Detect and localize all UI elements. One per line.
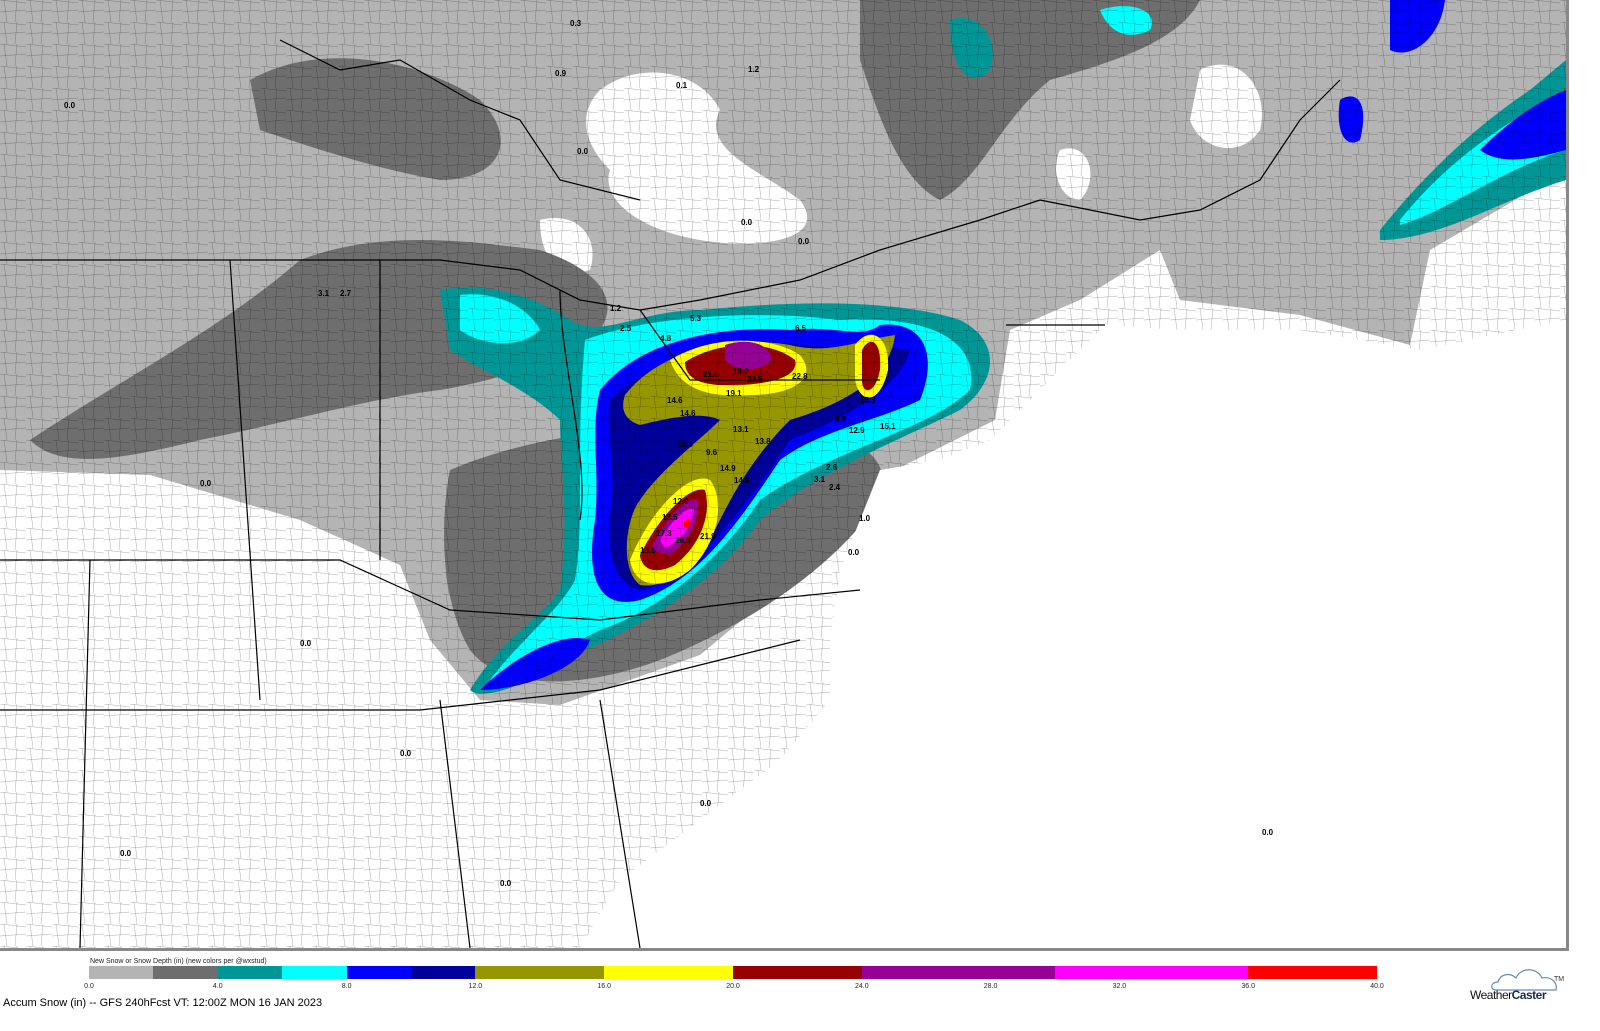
legend: New Snow or Snow Depth (in) (new colors … <box>0 952 1600 1031</box>
point-value: 13.8 <box>755 437 771 446</box>
point-value: 14.8 <box>734 476 750 485</box>
point-value: 13.5 <box>640 546 656 555</box>
legend-tick: 20.0 <box>726 983 740 990</box>
map-caption: Accum Snow (in) -- GFS 240hFcst VT: 12:0… <box>3 997 323 1009</box>
point-value: 9.6 <box>706 448 718 457</box>
point-value: 2.7 <box>340 289 352 298</box>
point-value: 2.5 <box>620 324 632 333</box>
legend-tick: 4.0 <box>212 983 223 990</box>
point-value: 12.9 <box>673 497 689 506</box>
point-value: 0.0 <box>120 849 132 858</box>
point-value: 0.9 <box>555 69 567 78</box>
legend-tick: 36.0 <box>1241 983 1255 990</box>
point-value: 10.5 <box>677 440 693 449</box>
point-value: 0.0 <box>400 749 412 758</box>
point-value: 0.0 <box>1262 828 1274 837</box>
legend-tick: 12.0 <box>468 983 483 990</box>
point-value: 1.2 <box>610 304 622 313</box>
point-value: 22.8 <box>792 372 808 381</box>
legend-tick: 32.0 <box>1112 983 1127 990</box>
legend-bin-10 <box>1055 966 1249 979</box>
point-value: 1.0 <box>859 514 871 523</box>
legend-bin-6 <box>475 966 605 979</box>
point-value: 0.0 <box>200 479 212 488</box>
legend-bin-4 <box>346 966 411 979</box>
point-value: 0.0 <box>741 218 753 227</box>
point-value: 0.3 <box>570 19 582 28</box>
atlantic-ocean <box>580 320 1566 948</box>
point-value: 14.9 <box>720 464 736 473</box>
point-value: 0.0 <box>700 799 712 808</box>
cloud-icon <box>1491 969 1557 991</box>
legend-bin-2 <box>217 966 283 979</box>
point-value: 3.1 <box>814 475 826 484</box>
point-value: 22.5 <box>747 375 763 384</box>
legend-title: New Snow or Snow Depth (in) (new colors … <box>90 958 267 965</box>
point-value: 2.4 <box>829 483 841 492</box>
legend-bin-3 <box>282 966 347 979</box>
legend-bin-8 <box>733 966 862 979</box>
legend-tick: 40.0 <box>1370 983 1384 990</box>
legend-tick: 16.0 <box>597 983 611 990</box>
legend-bin-11 <box>1248 966 1377 979</box>
point-value: 12.9 <box>849 426 865 435</box>
legend-tick: 8.0 <box>341 983 352 990</box>
legend-bin-0 <box>89 966 154 979</box>
point-value: 8.9 <box>835 415 847 424</box>
weathercaster-logo: WeatherCaster TM <box>1466 962 1596 1022</box>
point-value: 13.1 <box>733 425 749 434</box>
point-value: 6.5 <box>795 324 807 333</box>
point-value: 0.0 <box>577 147 589 156</box>
legend-bin-5 <box>411 966 476 979</box>
point-value: 2.6 <box>826 463 838 472</box>
point-value: 4.8 <box>660 334 672 343</box>
point-value: 17.3 <box>656 529 672 538</box>
point-value: 14.6 <box>667 396 683 405</box>
point-value: 19.1 <box>726 389 742 398</box>
point-value: 0.0 <box>798 237 810 246</box>
point-value: 0.0 <box>500 879 512 888</box>
legend-bin-7 <box>604 966 733 979</box>
point-value: 5.3 <box>690 314 702 323</box>
map-canvas <box>0 0 1566 948</box>
legend-bin-9 <box>861 966 1055 979</box>
point-value: 0.1 <box>676 81 688 90</box>
legend-color-bar <box>0 966 1400 979</box>
point-value: 0.0 <box>64 101 76 110</box>
point-value: 0.0 <box>848 548 860 557</box>
point-value: 19.0 <box>733 367 749 376</box>
point-value: 21.9 <box>700 532 716 541</box>
point-value: 21.6 <box>703 370 719 379</box>
point-value: 15.3 <box>860 396 876 405</box>
snow-accumulation-map: 19.0 22.5 21.6 22.8 19.1 14.6 14.6 13.1 13.8 10.5… <box>0 0 1569 951</box>
point-value: 26.3 <box>675 536 691 545</box>
legend-tick: 28.0 <box>983 983 998 990</box>
point-value: 15.1 <box>880 422 896 431</box>
point-value: 14.6 <box>680 409 696 418</box>
legend-bin-1 <box>153 966 218 979</box>
point-value: 13.5 <box>662 513 678 522</box>
point-value: 3.1 <box>318 289 330 298</box>
legend-tick: 24.0 <box>854 983 869 990</box>
legend-tick: 0.0 <box>84 983 94 990</box>
state-borders <box>0 39 1341 948</box>
point-value: 1.2 <box>748 65 760 74</box>
point-value: 0.0 <box>300 639 312 648</box>
